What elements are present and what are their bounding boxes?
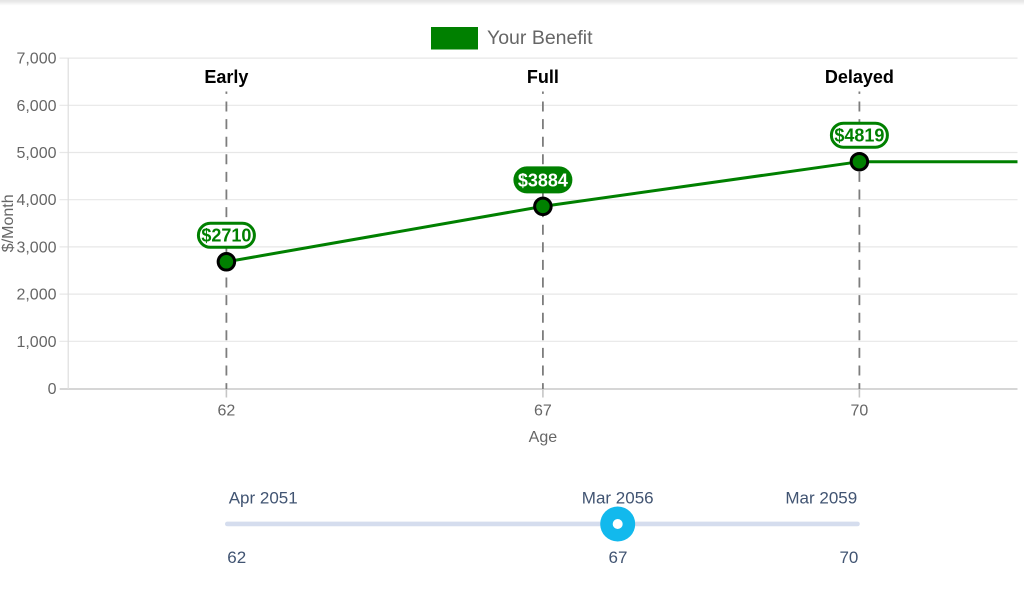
- svg-text:Your Benefit: Your Benefit: [487, 27, 593, 49]
- svg-text:70: 70: [839, 548, 858, 567]
- svg-text:Age: Age: [529, 429, 558, 446]
- svg-text:Apr 2051: Apr 2051: [229, 489, 298, 508]
- svg-text:Delayed: Delayed: [825, 67, 894, 87]
- svg-text:5,000: 5,000: [16, 145, 56, 162]
- svg-text:62: 62: [218, 403, 236, 420]
- svg-text:7,000: 7,000: [16, 51, 56, 68]
- svg-text:$2710: $2710: [201, 226, 251, 246]
- svg-text:62: 62: [227, 548, 246, 567]
- svg-text:67: 67: [609, 548, 628, 567]
- svg-text:Mar 2056: Mar 2056: [582, 489, 654, 508]
- svg-text:Early: Early: [204, 67, 248, 87]
- svg-text:$4819: $4819: [834, 126, 884, 146]
- svg-text:2,000: 2,000: [16, 287, 56, 304]
- svg-text:1,000: 1,000: [16, 334, 56, 351]
- svg-text:$3884: $3884: [518, 170, 568, 190]
- svg-text:Full: Full: [527, 67, 559, 87]
- svg-text:Mar 2059: Mar 2059: [785, 489, 857, 508]
- svg-text:6,000: 6,000: [16, 98, 56, 115]
- svg-text:4,000: 4,000: [16, 192, 56, 209]
- svg-text:70: 70: [851, 403, 869, 420]
- svg-text:0: 0: [48, 381, 57, 398]
- svg-text:3,000: 3,000: [16, 239, 56, 256]
- svg-text:67: 67: [534, 403, 552, 420]
- svg-text:$/Month: $/Month: [0, 194, 17, 252]
